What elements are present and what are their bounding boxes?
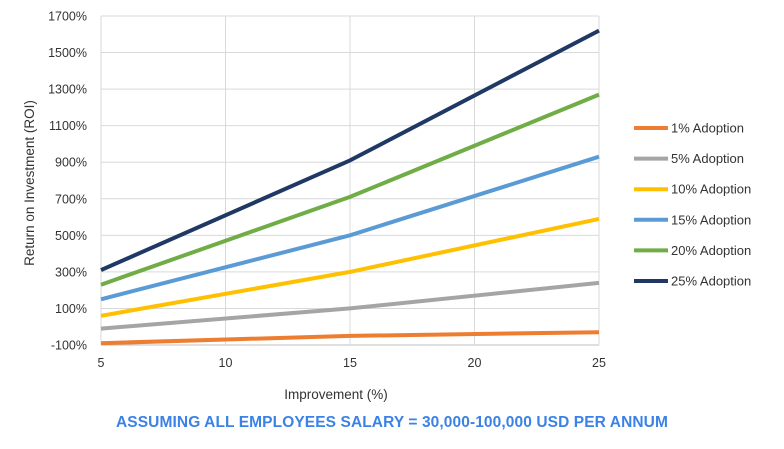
y-tick-label: -100% — [51, 339, 87, 353]
y-axis-ticks: -100% 100% 300% 500% 700% 900% 1100% 1300% 1500%… — [48, 10, 87, 353]
legend-label: 25% Adoption — [671, 274, 751, 289]
x-tick-label: 20 — [468, 356, 482, 370]
y-tick-label: 100% — [55, 302, 87, 316]
legend-item: 15% Adoption — [634, 212, 751, 227]
y-tick-label: 300% — [55, 265, 87, 279]
legend-label: 10% Adoption — [671, 182, 751, 197]
roi-line-chart: -100% 100% 300% 500% 700% 900% 1100% 1300% 1500%… — [22, 10, 751, 403]
y-tick-label: 1500% — [48, 46, 87, 60]
y-tick-label: 500% — [55, 229, 87, 243]
legend-item: 1% Adoption — [634, 121, 744, 136]
series-line — [100, 280, 600, 331]
legend-item: 25% Adoption — [634, 274, 751, 289]
x-axis-title: Improvement (%) — [284, 387, 388, 402]
series-line — [100, 28, 600, 272]
y-tick-label: 700% — [55, 192, 87, 206]
y-tick-label: 1100% — [49, 119, 87, 133]
series-line — [100, 154, 600, 302]
x-tick-label: 25 — [592, 356, 606, 370]
salary-assumption-caption: ASSUMING ALL EMPLOYEES SALARY = 30,000-1… — [116, 414, 668, 431]
x-tick-label: 15 — [343, 356, 357, 370]
series-line — [100, 92, 600, 287]
legend-item: 20% Adoption — [634, 243, 751, 258]
legend-label: 15% Adoption — [671, 212, 751, 227]
x-axis-ticks: 5 10 15 20 25 — [98, 356, 606, 370]
y-tick-label: 1300% — [48, 83, 87, 97]
y-axis-title: Return on Investment (ROI) — [22, 100, 37, 266]
legend-label: 5% Adoption — [671, 151, 744, 166]
legend-label: 1% Adoption — [671, 121, 744, 136]
legend-item: 5% Adoption — [634, 151, 744, 166]
legend-item: 10% Adoption — [634, 182, 751, 197]
y-tick-label: 900% — [55, 156, 87, 170]
x-tick-label: 5 — [98, 356, 105, 370]
series-lines — [100, 28, 600, 346]
y-tick-label: 1700% — [48, 10, 87, 24]
chart-legend: 1% Adoption 5% Adoption 10% Adoption 15% Ad… — [634, 121, 751, 289]
series-line — [100, 216, 600, 318]
x-tick-label: 10 — [219, 356, 233, 370]
series-line — [100, 330, 600, 346]
legend-label: 20% Adoption — [671, 243, 751, 258]
